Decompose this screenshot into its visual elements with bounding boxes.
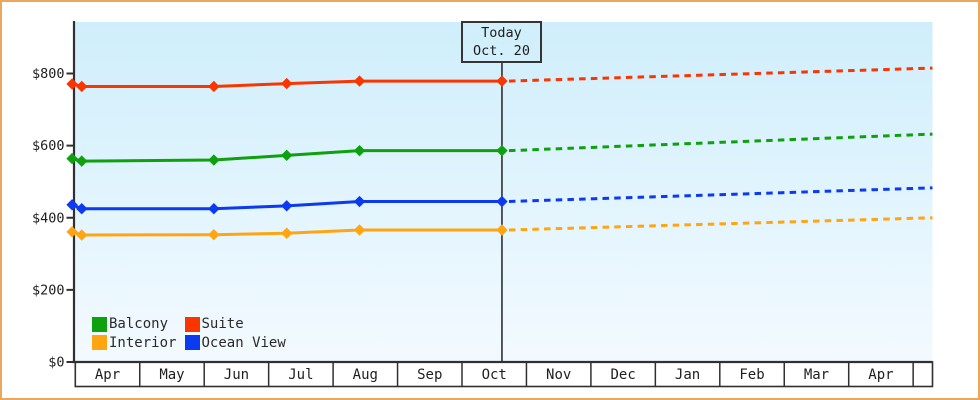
legend-label-interior: Interior bbox=[109, 334, 177, 351]
series-marker-suite bbox=[496, 75, 508, 87]
legend-swatch-balcony bbox=[92, 316, 107, 332]
today-date: Oct. 20 bbox=[473, 42, 530, 59]
series-forecast-line-ocean-view bbox=[508, 186, 933, 204]
series-marker-interior bbox=[208, 228, 220, 241]
series-marker-suite bbox=[66, 78, 78, 90]
y-tick-label-600: $600 bbox=[32, 138, 65, 154]
month-label-nov-7: Nov bbox=[546, 367, 571, 383]
series-marker-ocean-view bbox=[208, 203, 220, 215]
month-label-oct-6: Oct bbox=[482, 367, 507, 383]
series-forecast-line-interior bbox=[508, 216, 933, 232]
series-marker-suite bbox=[208, 80, 220, 93]
month-label-jan-9: Jan bbox=[675, 367, 700, 383]
today-annotation-box: Today Oct. 20 bbox=[461, 21, 542, 63]
today-label: Today bbox=[481, 25, 522, 41]
series-marker-balcony bbox=[76, 155, 88, 167]
series-marker-balcony bbox=[353, 144, 366, 157]
series-marker-balcony bbox=[208, 154, 220, 166]
legend-item-suite: Suite bbox=[184, 315, 286, 334]
month-label-apr-0: Apr bbox=[95, 367, 120, 383]
series-marker-interior bbox=[280, 227, 293, 239]
legend-label-suite: Suite bbox=[201, 316, 244, 333]
series-marker-suite bbox=[76, 80, 88, 93]
series-marker-ocean-view bbox=[76, 203, 88, 215]
series-marker-suite bbox=[353, 75, 366, 87]
series-marker-interior bbox=[496, 224, 508, 236]
y-tick-label-0: $0 bbox=[48, 355, 64, 371]
month-label-feb-10: Feb bbox=[739, 367, 764, 383]
month-label-jul-3: Jul bbox=[288, 367, 313, 383]
legend-item-ocean-view: Ocean View bbox=[184, 334, 286, 353]
series-marker-interior bbox=[353, 224, 366, 236]
legend-label-ocean-view: Ocean View bbox=[201, 334, 286, 351]
month-label-mar-11: Mar bbox=[804, 367, 829, 383]
series-forecast-line-suite bbox=[508, 66, 933, 83]
legend-swatch-interior bbox=[92, 335, 107, 351]
y-tick-label-800: $800 bbox=[32, 66, 65, 82]
series-marker-interior bbox=[66, 226, 78, 238]
month-label-sep-5: Sep bbox=[417, 367, 442, 383]
series-marker-ocean-view bbox=[280, 200, 293, 212]
legend-item-balcony: Balcony bbox=[92, 315, 185, 334]
series-marker-ocean-view bbox=[353, 195, 366, 208]
y-tick-label-400: $400 bbox=[32, 210, 65, 226]
month-axis-table bbox=[74, 361, 934, 388]
month-label-apr-12: Apr bbox=[868, 367, 893, 383]
month-label-may-1: May bbox=[159, 367, 184, 383]
series-forecast-line-balcony bbox=[508, 132, 933, 153]
legend: Balcony Suite Interior Ocean View bbox=[92, 315, 286, 352]
series-marker-interior bbox=[76, 229, 88, 241]
series-marker-balcony bbox=[66, 152, 78, 165]
month-label-jun-2: Jun bbox=[224, 367, 249, 383]
series-marker-balcony bbox=[280, 149, 293, 162]
y-tick-label-200: $200 bbox=[32, 282, 65, 298]
legend-label-balcony: Balcony bbox=[109, 316, 169, 333]
month-label-aug-4: Aug bbox=[353, 367, 378, 383]
legend-swatch-ocean-view bbox=[184, 335, 200, 351]
month-label-dec-8: Dec bbox=[610, 367, 635, 383]
series-marker-ocean-view bbox=[66, 199, 78, 211]
series-marker-balcony bbox=[496, 144, 508, 157]
legend-item-interior: Interior bbox=[92, 334, 185, 353]
series-marker-suite bbox=[280, 77, 293, 90]
series-marker-ocean-view bbox=[496, 195, 508, 208]
legend-swatch-suite bbox=[184, 316, 200, 332]
